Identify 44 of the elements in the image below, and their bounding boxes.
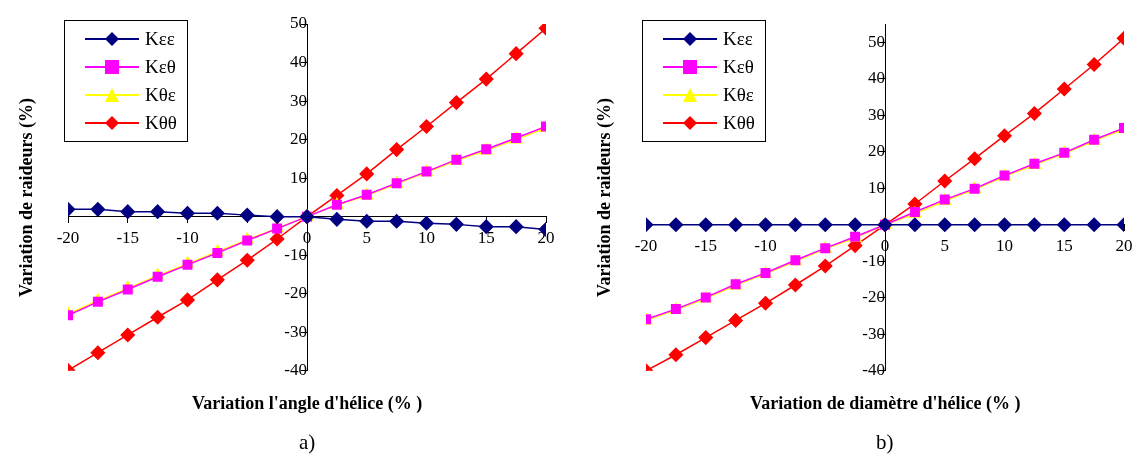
x-axis-title: Variation l'angle d'hélice (% ) [192,392,423,414]
y-tick-label: -30 [862,323,885,343]
legend-label: Kθθ [723,112,755,134]
x-tick-label: -10 [754,236,777,256]
x-tick-label: 20 [1115,236,1133,256]
x-tick-label: -15 [694,236,718,256]
text: a) [299,430,316,455]
y-axis-title: Variation de raideurs (%) [15,97,37,297]
x-tick-label: 10 [996,236,1013,256]
y-tick-label: -10 [862,250,885,270]
y-tick-label: 30 [868,104,885,124]
y-tick-label: 20 [290,129,307,149]
y-tick-label: -40 [862,360,885,380]
y-tick-label: 10 [868,177,885,197]
x-tick-label: -20 [634,236,658,256]
legend-label: Kεθ [723,56,754,78]
legend-label: Kεε [723,28,753,50]
legend-label: Kθε [145,84,176,106]
x-tick-label: 10 [418,228,435,248]
y-tick-label: 10 [290,167,307,187]
x-axis-title: Variation de diamètre d'hélice (% ) [750,392,1021,414]
y-tick-label: -40 [284,360,307,380]
text: b) [876,430,894,455]
legend-label: Kεε [145,28,175,50]
x-tick-label: 15 [477,228,495,248]
legend-label: Kθε [723,84,754,106]
x-tick-label: 5 [940,236,949,256]
x-tick-label: -10 [176,228,199,248]
y-tick-label: 50 [868,31,885,51]
x-tick-label: 15 [1055,236,1073,256]
y-tick-label: 50 [290,13,307,33]
y-tick-label: 40 [290,52,307,71]
x-tick-label: -15 [116,228,140,248]
x-tick-label: -20 [56,228,80,248]
y-tick-label: -20 [284,283,307,303]
y-tick-label: -30 [284,321,307,341]
y-tick-label: 40 [868,68,885,88]
y-tick-label: 20 [868,141,885,161]
x-tick-label: 5 [362,228,371,248]
legend-label: Kεθ [145,56,176,78]
legend-label: Kθθ [145,112,177,134]
y-tick-label: -20 [862,287,885,307]
y-axis-title: Variation de raideurs (%) [593,97,615,297]
y-tick-label: 30 [290,90,307,110]
